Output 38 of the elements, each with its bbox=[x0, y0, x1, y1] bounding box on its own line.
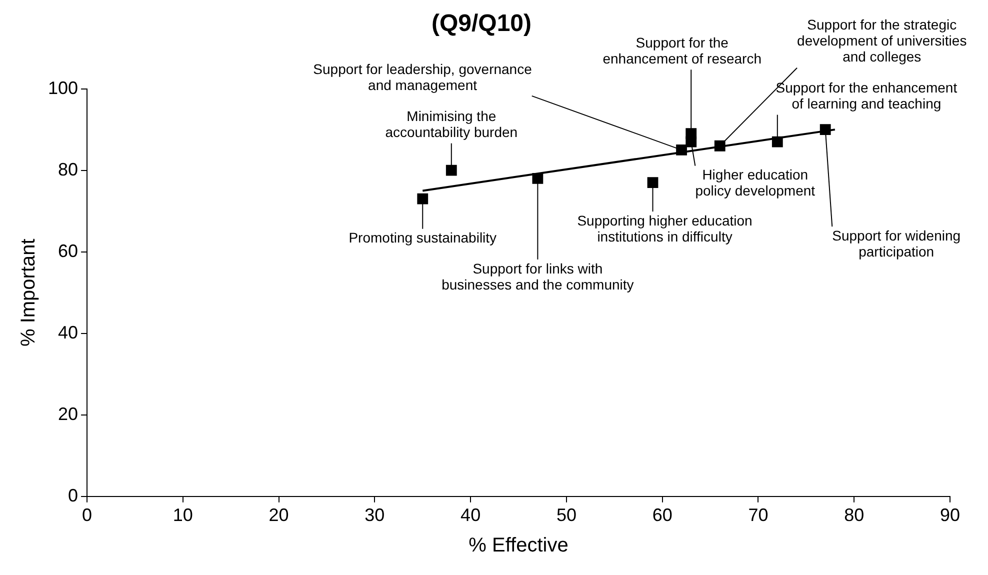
y-axis-title: % Important bbox=[18, 238, 40, 347]
x-tick-label: 80 bbox=[844, 505, 864, 526]
y-tick-label: 80 bbox=[58, 159, 78, 180]
x-tick-label: 0 bbox=[82, 505, 92, 526]
y-tick-label: 20 bbox=[58, 404, 78, 424]
x-tick-label: 50 bbox=[556, 505, 576, 526]
y-tick-label: 60 bbox=[58, 240, 78, 261]
annotation: Support for links with businesses and the community bbox=[442, 260, 634, 292]
point bbox=[647, 177, 658, 188]
annotation: Support for the enhancement of learning and teaching bbox=[776, 80, 958, 112]
x-tick-label: 10 bbox=[172, 505, 193, 526]
point bbox=[772, 136, 783, 148]
point bbox=[714, 140, 726, 152]
annotation: Support for leadership, governance and management bbox=[313, 60, 532, 93]
point bbox=[676, 144, 687, 156]
annotation: Support for widening participation bbox=[832, 227, 961, 260]
x-tick-label: 60 bbox=[652, 505, 672, 526]
y-tick-label: 40 bbox=[58, 322, 78, 342]
annotation: Support for the enhancement of research bbox=[602, 34, 762, 66]
annotation: Minimising the accountability burden bbox=[385, 108, 518, 140]
annotation: Support for the strategic development of universities and colleges bbox=[797, 16, 967, 65]
annotation: Promoting sustainability bbox=[348, 230, 497, 246]
point bbox=[686, 136, 697, 148]
annotation: Supporting higher education institutions in difficulty bbox=[577, 212, 752, 244]
x-tick-label: 40 bbox=[460, 505, 481, 526]
point bbox=[532, 173, 544, 184]
x-axis-title: % Effective bbox=[468, 534, 568, 557]
point bbox=[417, 193, 428, 204]
annotation: Higher education policy development bbox=[695, 166, 816, 199]
x-tick-label: 70 bbox=[748, 505, 768, 526]
chart-title: (Q9/Q10) bbox=[431, 10, 532, 38]
point bbox=[820, 124, 831, 136]
y-tick-label: 0 bbox=[68, 485, 78, 506]
y-tick-label: 100 bbox=[48, 78, 78, 98]
point bbox=[446, 164, 457, 176]
x-tick-label: 20 bbox=[268, 505, 289, 526]
x-tick-label: 90 bbox=[940, 505, 960, 526]
x-tick-label: 30 bbox=[364, 505, 385, 526]
